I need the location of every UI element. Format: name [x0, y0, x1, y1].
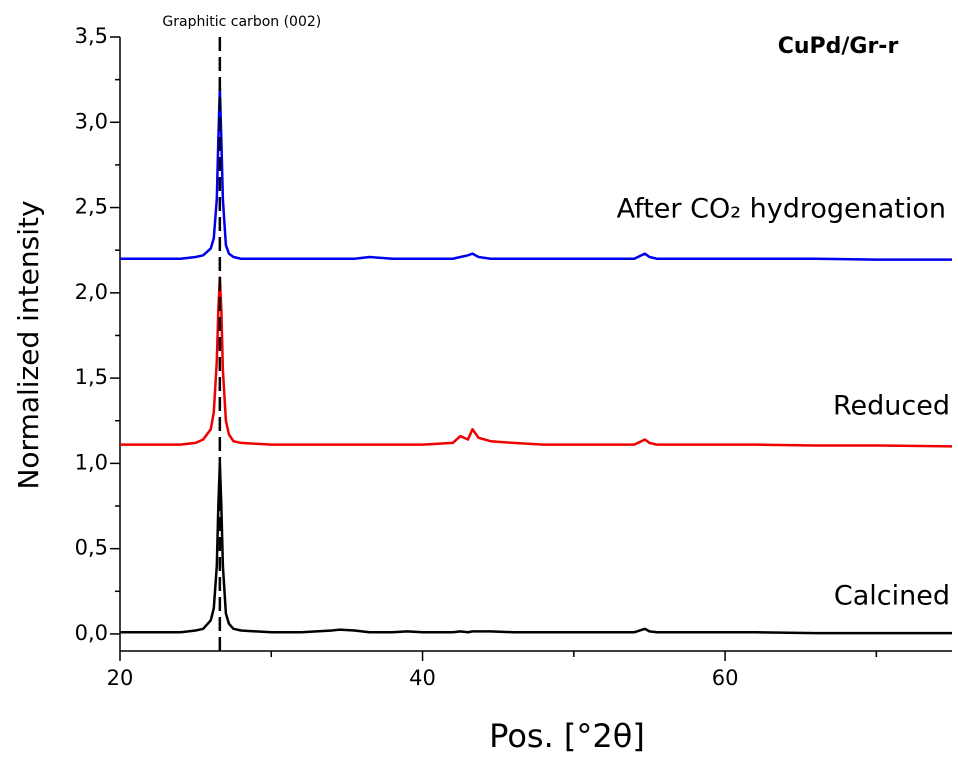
- series-line: [120, 462, 952, 635]
- y-tick-label: 3,0: [75, 109, 108, 133]
- y-tick-label: 0,5: [75, 536, 108, 560]
- series-label: After CO₂ hydrogenation: [617, 194, 946, 225]
- y-tick-label: 1,0: [75, 450, 108, 474]
- annotation: Graphitic carbon (002): [162, 14, 321, 30]
- y-tick-label: 0,0: [75, 621, 108, 645]
- x-tick-label: 60: [712, 666, 739, 690]
- series-line: [120, 86, 952, 261]
- y-tick-label: 2,0: [75, 280, 108, 304]
- y-tick-label: 3,5: [75, 24, 108, 48]
- series-label: Reduced: [833, 391, 950, 422]
- y-axis-label: Normalized intensity: [12, 200, 45, 489]
- y-tick-label: 1,5: [75, 365, 108, 389]
- series-label: Calcined: [834, 581, 950, 612]
- series-line: [120, 276, 953, 448]
- x-tick-label: 20: [107, 666, 134, 690]
- x-axis-label: Pos. [°2θ]: [489, 717, 645, 755]
- x-tick-label: 40: [409, 666, 436, 690]
- y-tick-label: 2,5: [75, 195, 108, 219]
- chart-title: CuPd/Gr-r: [778, 34, 899, 59]
